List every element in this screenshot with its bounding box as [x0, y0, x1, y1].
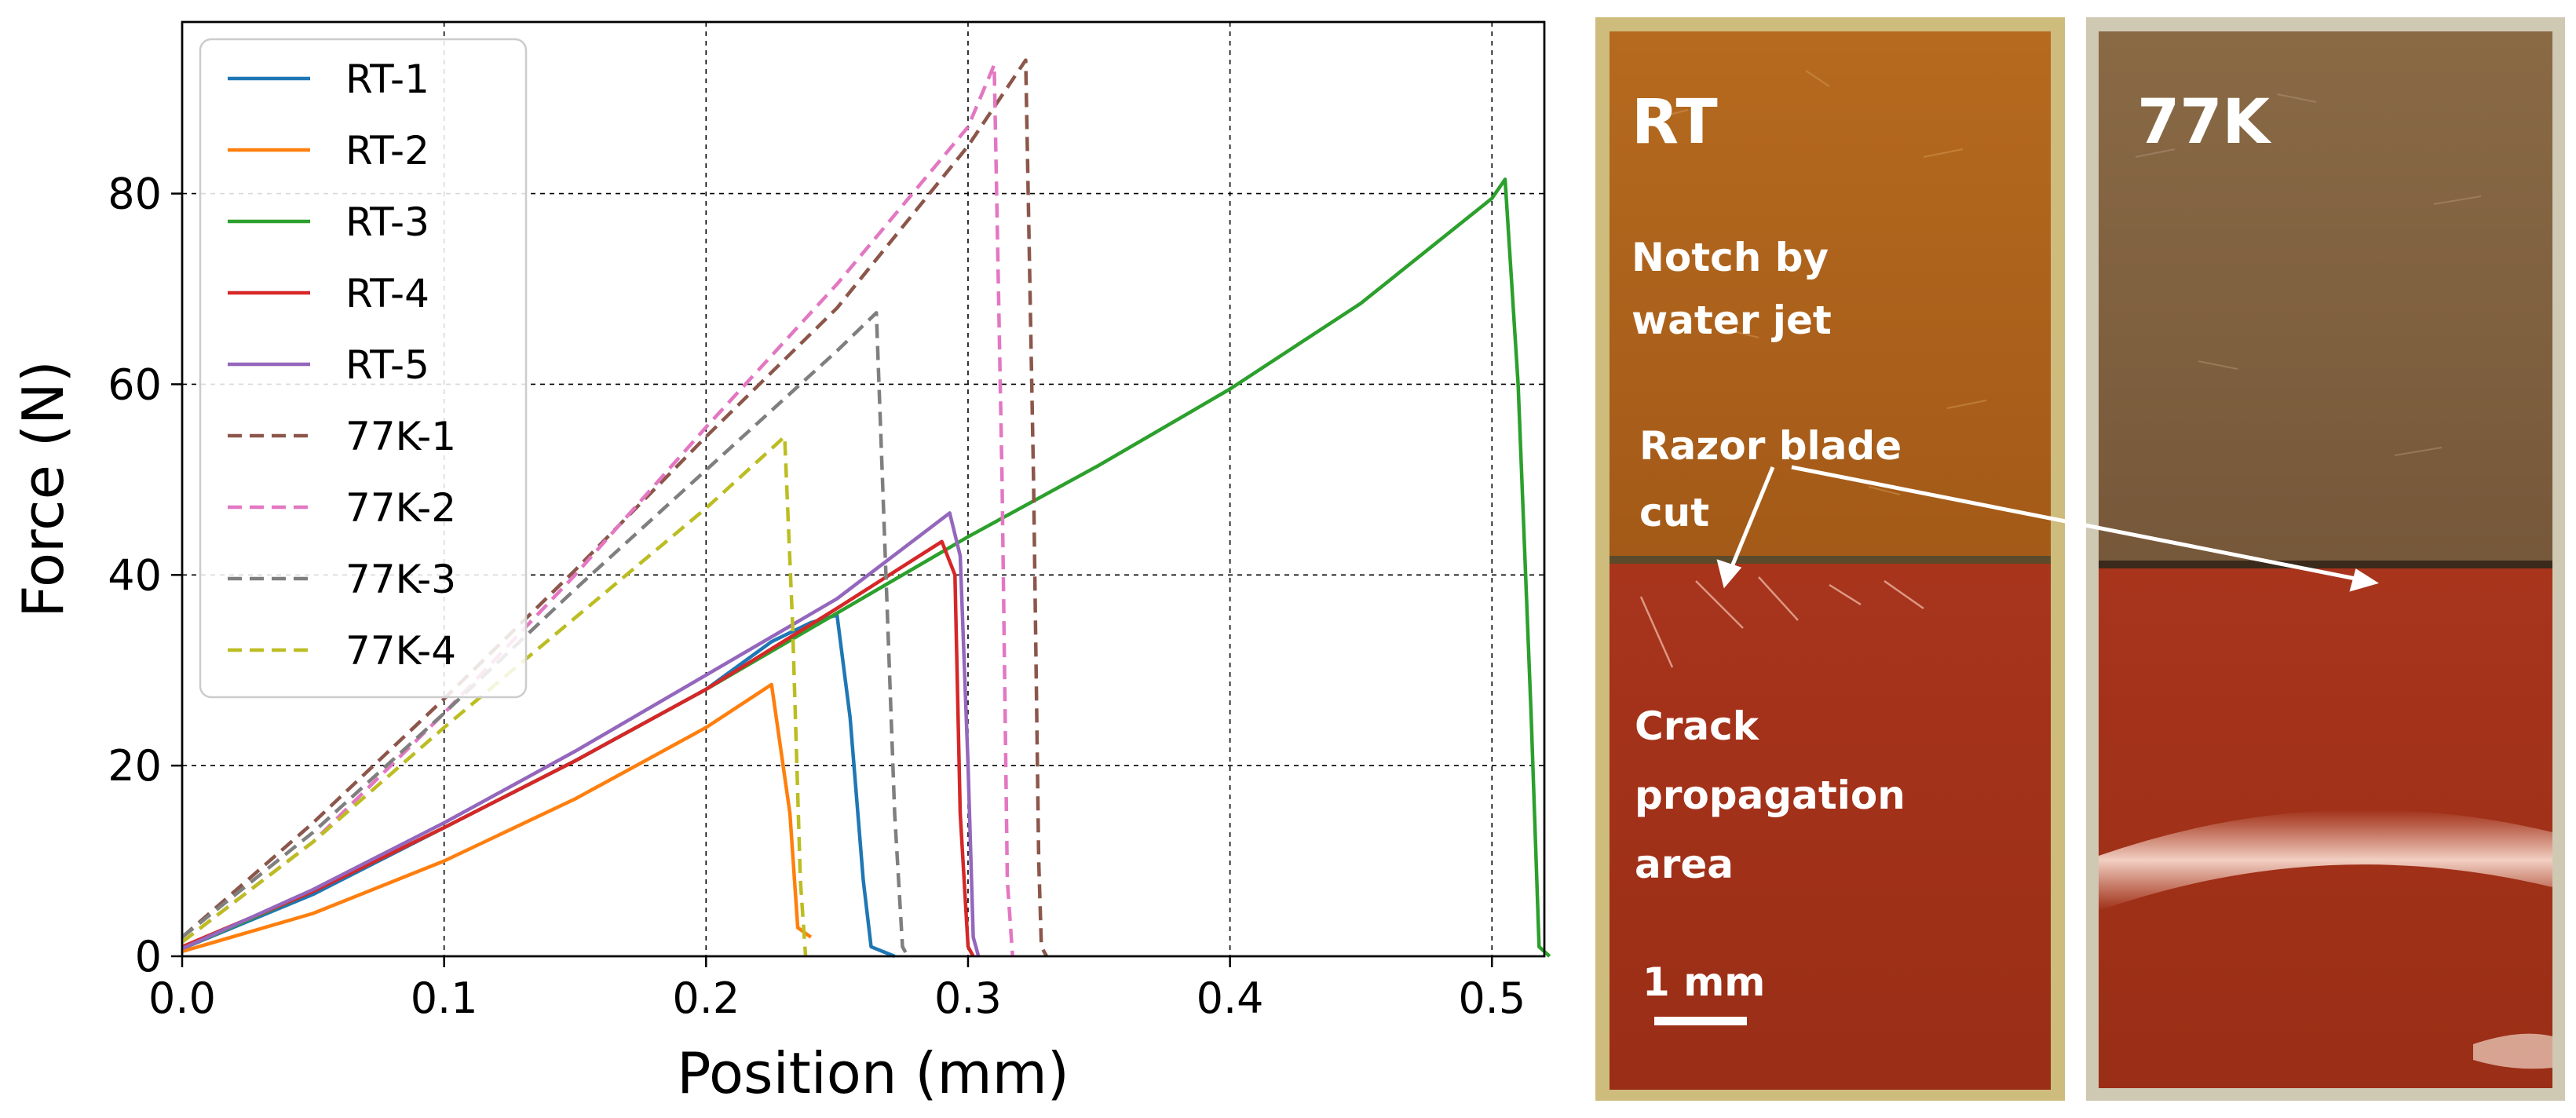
legend-label: RT-2: [345, 128, 429, 174]
y-tick-label: 60: [108, 360, 162, 409]
razor-label-line1: Razor blade: [1639, 423, 1902, 469]
tick-labels: 0.0 0.1 0.2 0.3 0.4 0.5 0 20 40 60 80: [108, 170, 1526, 1023]
series-line-77k-3: [181, 311, 910, 958]
rt-specimen-photo: [1595, 17, 2065, 1101]
legend: RT-1 RT-2 RT-3 RT-4 RT-5 77K-1 77K-2 77K-3 77K-4: [199, 38, 528, 699]
series-line-77k-2: [181, 63, 1014, 957]
razor-label-line2: cut: [1639, 490, 1709, 535]
y-axis-label: Force (N): [10, 360, 76, 618]
notch-label-line1: Notch by: [1631, 235, 1829, 280]
series-line-77k-1: [181, 58, 1049, 958]
scale-bar: [1654, 1017, 1747, 1025]
x-tick-label: 0.5: [1458, 974, 1526, 1023]
series-line-rt-4: [181, 539, 975, 958]
legend-label: 77K-3: [345, 557, 456, 602]
x-tick-label: 0.2: [672, 974, 740, 1023]
force-position-chart: 0.0 0.1 0.2 0.3 0.4 0.5 0 20 40 60 80 Position (mm…: [10, 20, 1551, 1106]
series-line-rt-2: [181, 682, 813, 954]
legend-label: 77K-1: [345, 414, 456, 459]
legend-box: [199, 38, 528, 699]
scale-bar-label: 1 mm: [1642, 959, 1765, 1005]
crack-label-line1: Crack: [1635, 703, 1760, 749]
y-tick-label: 0: [135, 932, 162, 981]
rt-photo-label: RT: [1631, 87, 1718, 158]
y-tick-label: 20: [108, 741, 162, 791]
series-line-rt-5: [181, 511, 981, 957]
axis-ticks: [171, 192, 1493, 967]
legend-label: RT-3: [345, 199, 429, 245]
crack-label-line2: propagation: [1635, 773, 1906, 818]
77k-photo-label: 77K: [2137, 87, 2272, 158]
x-tick-label: 0.1: [411, 974, 478, 1023]
plot-border: [181, 20, 1546, 958]
legend-label: RT-1: [345, 57, 429, 102]
x-axis-label: Position (mm): [677, 1040, 1069, 1106]
legend-label: RT-4: [345, 271, 429, 316]
legend-label: 77K-4: [345, 628, 456, 674]
y-tick-label: 40: [108, 550, 162, 600]
x-tick-label: 0.3: [934, 974, 1002, 1023]
crack-label-line3: area: [1635, 842, 1734, 887]
series-lines: [181, 58, 1551, 959]
y-tick-label: 80: [108, 170, 162, 219]
razor-cut-arrows: [1716, 465, 2380, 592]
legend-label: 77K-2: [345, 485, 456, 531]
x-tick-label: 0.0: [148, 974, 216, 1023]
notch-label-line2: water jet: [1631, 298, 1832, 343]
77k-specimen-photo: [2086, 17, 2565, 1101]
x-tick-label: 0.4: [1197, 974, 1264, 1023]
series-line-77k-4: [181, 434, 808, 957]
legend-label: RT-5: [345, 342, 429, 388]
